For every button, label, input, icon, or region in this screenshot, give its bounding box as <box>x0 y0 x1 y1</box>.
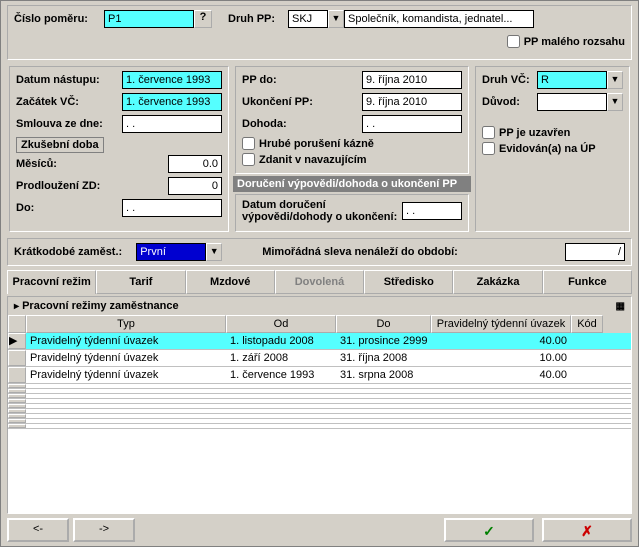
cislo-pomeru-lookup-button[interactable]: ? <box>194 10 212 28</box>
zacatek-vc-label: Začátek VČ: <box>16 96 79 108</box>
druh-pp-code-input[interactable] <box>288 10 328 28</box>
druh-pp-desc <box>344 10 534 28</box>
col-kod[interactable]: Kód <box>571 315 603 333</box>
cislo-pomeru-input[interactable] <box>104 10 194 28</box>
mesicu-label: Měsíců: <box>16 158 57 170</box>
kratkodobe-input[interactable] <box>136 243 206 261</box>
druh-pp-dropdown[interactable]: ▼ <box>328 10 344 28</box>
next-button[interactable]: -> <box>73 518 135 542</box>
pp-maleho-label: PP malého rozsahu <box>524 36 625 48</box>
dohoda-input[interactable] <box>362 115 462 133</box>
do-input[interactable] <box>122 199 222 217</box>
zdanit-label: Zdanit v navazujícím <box>259 154 367 166</box>
duvod-input[interactable] <box>537 93 607 111</box>
prodlouzeni-label: Prodloužení ZD: <box>16 180 100 192</box>
grid-title: Pracovní režimy zaměstnance <box>22 300 179 312</box>
zdanit-checkbox[interactable]: Zdanit v navazujícím <box>242 153 462 166</box>
tab-zakazka[interactable]: Zakázka <box>453 270 542 294</box>
druh-pp-label: Druh PP: <box>228 13 288 25</box>
evidovan-label: Evidován(a) na ÚP <box>499 143 596 155</box>
col-typ[interactable]: Typ <box>26 315 226 333</box>
smlouva-input[interactable] <box>122 115 222 133</box>
pp-do-input[interactable] <box>362 71 462 89</box>
row-selector[interactable] <box>8 350 26 366</box>
grid-header: Typ Od Do Pravidelný týdenní úvazek Kód <box>8 315 631 333</box>
duvod-dropdown[interactable]: ▼ <box>607 93 623 111</box>
row-selector[interactable]: ▶ <box>8 333 26 349</box>
datum-nastupu-input[interactable] <box>122 71 222 89</box>
table-row[interactable]: Pravidelný týdenní úvazek1. července 199… <box>8 367 631 384</box>
doruceni-input[interactable] <box>402 202 462 220</box>
cislo-pomeru-label: Číslo poměru: <box>14 13 104 25</box>
zacatek-vc-input[interactable] <box>122 93 222 111</box>
mimoradna-input[interactable] <box>565 243 625 261</box>
tab-mzdove[interactable]: Mzdové <box>186 270 275 294</box>
pp-do-label: PP do: <box>242 74 332 86</box>
table-row[interactable]: ▶Pravidelný týdenní úvazek1. listopadu 2… <box>8 333 631 350</box>
row-selector[interactable] <box>8 367 26 383</box>
mimoradna-label: Mimořádná sleva nenáleží do období: <box>262 246 458 258</box>
druh-vc-dropdown[interactable]: ▼ <box>607 71 623 89</box>
datum-nastupu-label: Datum nástupu: <box>16 74 100 86</box>
tab-pracovni-rezim[interactable]: Pracovní režim <box>7 270 96 294</box>
grid-menu-icon[interactable]: ▦ <box>616 301 625 312</box>
cancel-button[interactable]: ✗ <box>542 518 632 542</box>
hrube-poruseni-checkbox[interactable]: Hrubé porušení kázně <box>242 137 462 150</box>
smlouva-label: Smlouva ze dne: <box>16 118 103 130</box>
tab-dovolena[interactable]: Dovolená <box>275 270 364 294</box>
druh-vc-input[interactable] <box>537 71 607 89</box>
prodlouzeni-input[interactable] <box>168 177 222 195</box>
druh-vc-label: Druh VČ: <box>482 74 530 86</box>
col-do[interactable]: Do <box>336 315 431 333</box>
table-row[interactable]: Pravidelný týdenní úvazek1. září 200831.… <box>8 350 631 367</box>
tab-stredisko[interactable]: Středisko <box>364 270 453 294</box>
hrube-label: Hrubé porušení kázně <box>259 138 374 150</box>
grid-body[interactable]: ▶Pravidelný týdenní úvazek1. listopadu 2… <box>8 333 631 513</box>
table-row[interactable] <box>8 424 631 429</box>
duvod-label: Důvod: <box>482 96 520 108</box>
kratkodobe-label: Krátkodobé zaměst.: <box>14 246 122 258</box>
doruceni-section-title: Doručení výpovědi/dohoda o ukončení PP <box>233 176 471 192</box>
uzavren-label: PP je uzavřen <box>499 127 570 139</box>
pp-maleho-rozsahu-checkbox[interactable]: PP malého rozsahu <box>507 35 625 48</box>
zkusebni-doba-group: Zkušební doba Měsíců: Prodloužení ZD: Do… <box>16 137 222 221</box>
kratkodobe-dropdown[interactable]: ▼ <box>206 243 222 261</box>
mesicu-input[interactable] <box>168 155 222 173</box>
col-uvazek[interactable]: Pravidelný týdenní úvazek <box>431 315 571 333</box>
tab-funkce[interactable]: Funkce <box>543 270 632 294</box>
grid-expand-icon[interactable]: ▸ <box>14 301 19 312</box>
ukonceni-label: Ukončení PP: <box>242 96 332 108</box>
evidovan-checkbox[interactable]: Evidován(a) na ÚP <box>482 142 623 155</box>
doruceni-label: Datum doručení výpovědi/dohody o ukončen… <box>242 199 398 223</box>
prev-button[interactable]: <- <box>7 518 69 542</box>
do-label: Do: <box>16 202 34 214</box>
zkusebni-legend: Zkušební doba <box>16 137 104 153</box>
pp-uzavren-checkbox[interactable]: PP je uzavřen <box>482 126 623 139</box>
ukonceni-input[interactable] <box>362 93 462 111</box>
dohoda-label: Dohoda: <box>242 118 332 130</box>
tab-tarif[interactable]: Tarif <box>96 270 185 294</box>
ok-button[interactable]: ✓ <box>444 518 534 542</box>
col-od[interactable]: Od <box>226 315 336 333</box>
